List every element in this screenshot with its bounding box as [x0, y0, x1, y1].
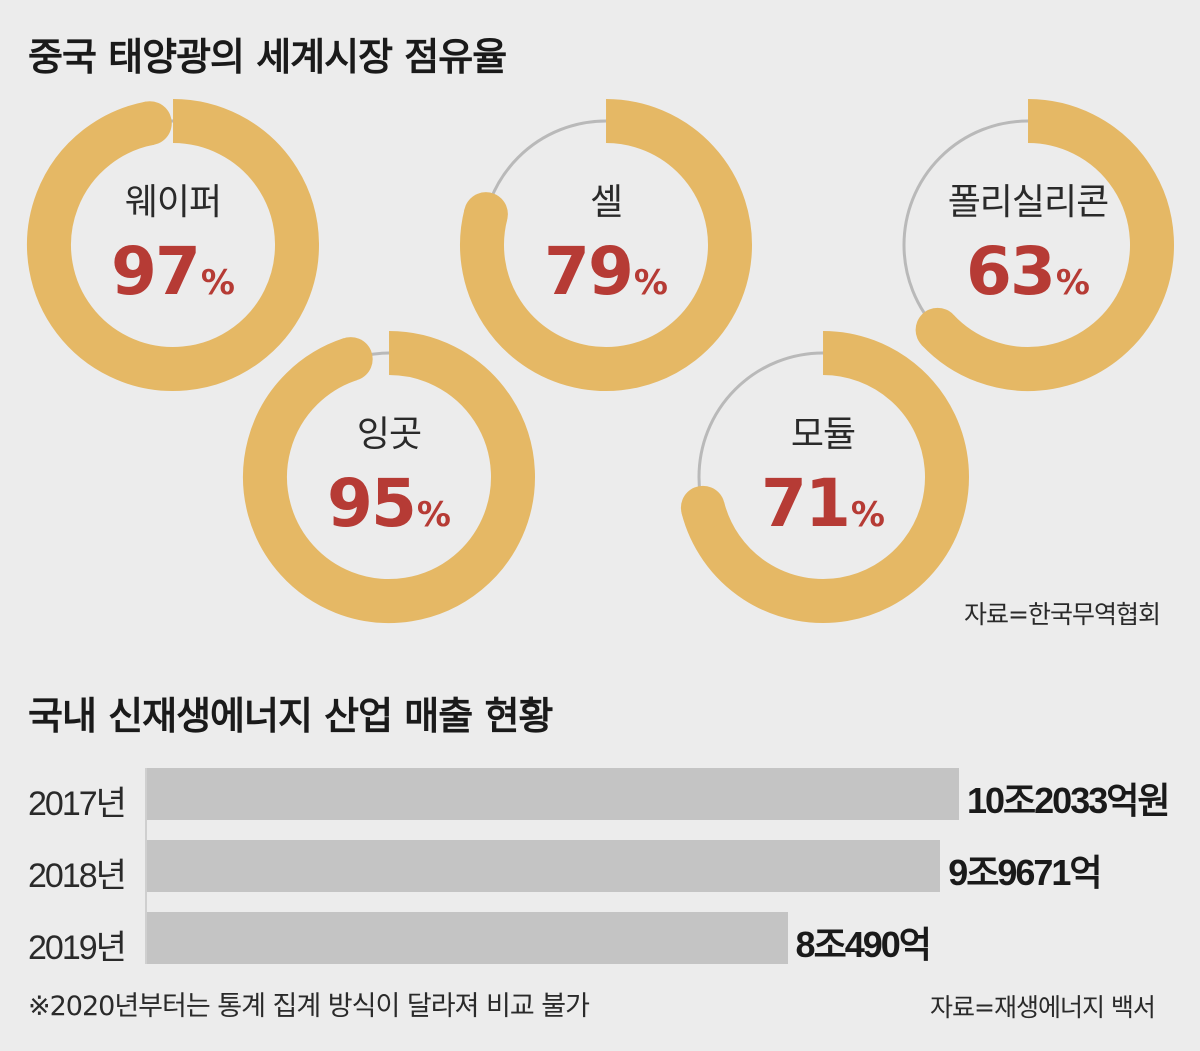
sales-footnote: ※2020년부터는 통계 집계 방식이 달라져 비교 불가: [28, 991, 590, 1022]
ring-4-value: 95%: [259, 471, 519, 537]
ring-4-arc-cap: [328, 337, 373, 382]
share-chart-title: 중국 태양광의 세계시장 점유율: [28, 35, 507, 79]
ring-4-value-unit: %: [416, 495, 451, 535]
ring-1-label: 웨이퍼: [124, 182, 222, 223]
ring-5-value: 71%: [693, 471, 953, 537]
ring-2-value-unit: %: [633, 263, 668, 303]
ring-5-arc: [681, 331, 969, 623]
ring-4-label: 잉곳: [356, 414, 422, 455]
ring-3-label: 폴리실리콘: [947, 182, 1110, 223]
ring-3-value-unit: %: [1055, 263, 1090, 303]
ring-5-value-unit: %: [850, 495, 885, 535]
donut-charts: [27, 99, 1174, 623]
ring-1-arc: [27, 99, 319, 391]
ring-2-text: 셀 79%: [476, 173, 736, 305]
bar-row-1: 2017년 10조2033억원: [0, 768, 1200, 828]
bar-category-label: 2018년: [28, 857, 127, 895]
bar: [147, 840, 941, 892]
ring-4-text: 잉곳 95%: [259, 405, 519, 537]
ring-4-value-number: 95: [327, 465, 417, 542]
ring-3-value-number: 63: [966, 233, 1056, 310]
bar-category-label: 2019년: [28, 929, 127, 967]
share-source: 자료=한국무역협회: [964, 600, 1161, 629]
sales-chart-title: 국내 신재생에너지 산업 매출 현황: [28, 694, 553, 738]
bar-value-label: 9조9671억: [948, 852, 1102, 893]
ring-2-label: 셀: [589, 182, 623, 223]
ring-5-text: 모듈 71%: [693, 405, 953, 537]
ring-1-arc-cap: [127, 101, 172, 146]
ring-4-arc: [243, 331, 535, 623]
ring-1-value-number: 97: [111, 233, 201, 310]
bar: [147, 912, 788, 964]
bar-row-2: 2018년 9조9671억: [0, 840, 1200, 900]
bar-row-3: 2019년 8조490억: [0, 912, 1200, 972]
ring-1-value: 97%: [43, 239, 303, 305]
ring-5-value-number: 71: [761, 465, 851, 542]
bar: [147, 768, 959, 820]
ring-3-arc-cap: [915, 307, 960, 352]
ring-3-text: 폴리실리콘 63%: [898, 173, 1158, 305]
ring-1-value-unit: %: [200, 263, 235, 303]
bar-value-label: 10조2033억원: [967, 780, 1170, 821]
sales-source: 자료=재생에너지 백서: [930, 993, 1156, 1022]
ring-3-value: 63%: [898, 239, 1158, 305]
bar-value-label: 8조490억: [795, 924, 932, 965]
ring-5-arc-cap: [680, 485, 725, 530]
ring-2-value-number: 79: [544, 233, 634, 310]
bar-axis-line: [145, 768, 147, 964]
ring-2-value: 79%: [476, 239, 736, 305]
bar-category-label: 2017년: [28, 785, 127, 823]
ring-2-arc: [460, 99, 752, 391]
ring-1-text: 웨이퍼 97%: [43, 173, 303, 305]
ring-3-arc: [921, 99, 1174, 391]
ring-5-label: 모듈: [790, 414, 856, 455]
ring-2-arc-cap: [463, 192, 508, 237]
